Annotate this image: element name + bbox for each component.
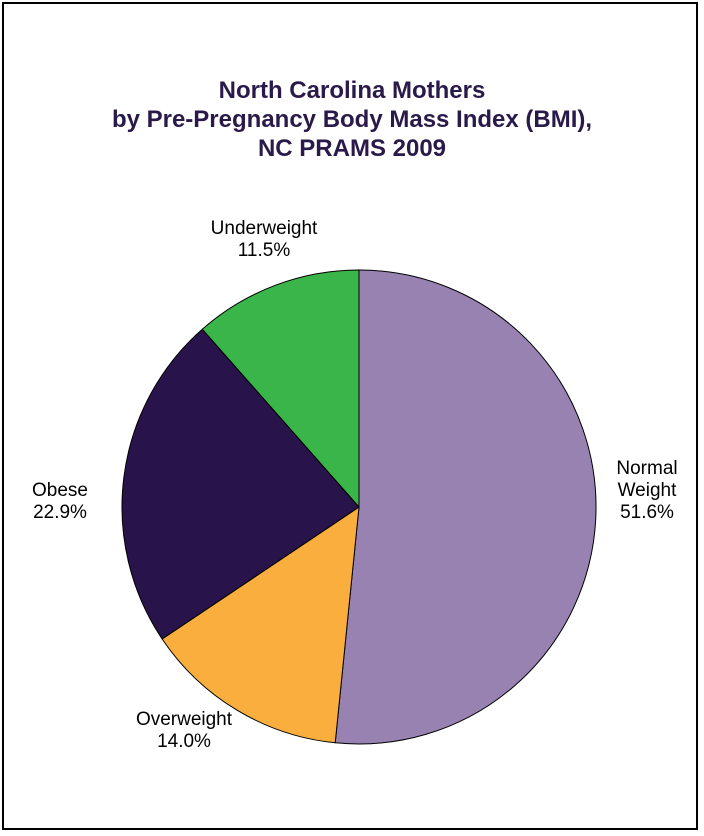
chart-title-line-3: NC PRAMS 2009 (257, 135, 447, 162)
pie-label-overweight-name-0: Overweight (136, 709, 233, 730)
pie-slice-normal-weight (334, 269, 597, 745)
pie-label-normal-weight-name-1: Weight (618, 480, 678, 501)
pie-label-obese-value: 22.9% (33, 502, 87, 523)
pie-slice-underweight (201, 269, 360, 508)
chart-title-line-1: North Carolina Mothers (218, 77, 486, 104)
pie-slice-overweight (161, 506, 360, 744)
pie-label-normal-weight-value: 51.6% (620, 502, 674, 523)
pie-label-overweight-value: 14.0% (157, 731, 211, 752)
pie-label-obese-name-0: Obese (32, 480, 88, 501)
pie-label-normal-weight-name-0: Normal (616, 458, 677, 479)
pie-label-underweight-name-0: Underweight (211, 218, 318, 239)
chart-title-line-2: by Pre-Pregnancy Body Mass Index (BMI), (111, 106, 593, 133)
pie-label-underweight-value: 11.5% (238, 240, 291, 261)
pie-slice-obese (121, 328, 360, 640)
pie-slices (121, 269, 597, 745)
